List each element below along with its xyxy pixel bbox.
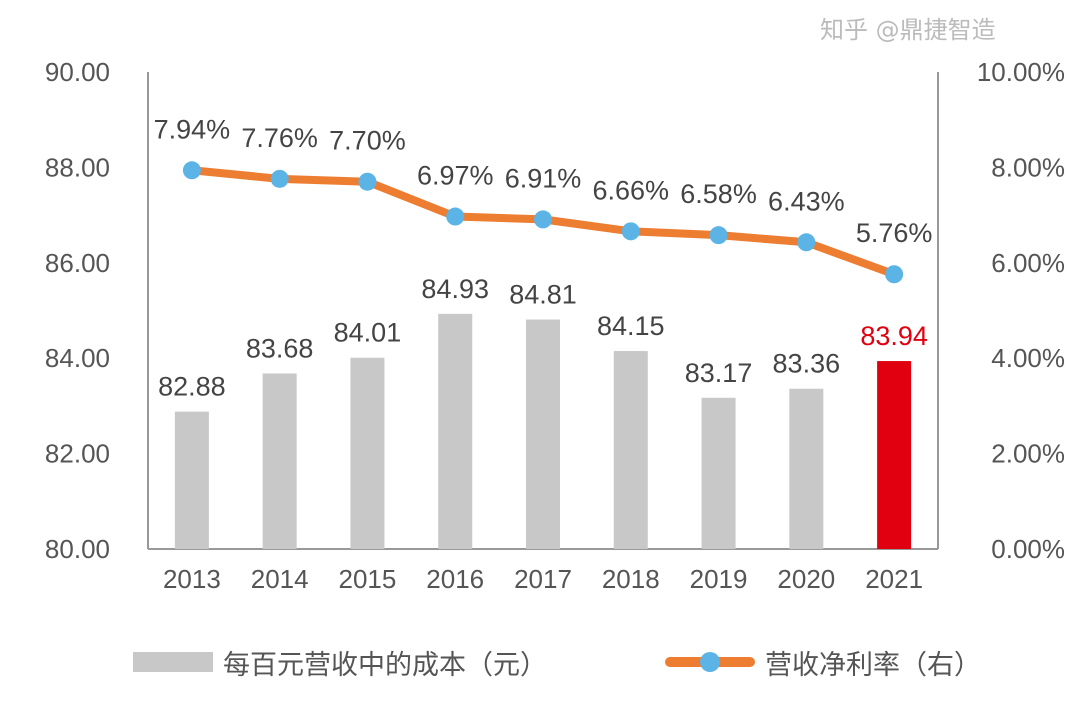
x-tick-label: 2018 <box>602 564 660 594</box>
line-data-label: 7.76% <box>241 123 318 153</box>
bar <box>789 388 824 549</box>
line-marker <box>182 161 201 180</box>
left-tick-label: 86.00 <box>45 248 110 278</box>
legend-swatch-bar <box>133 652 213 672</box>
legend-label-line: 营收净利率（右） <box>765 649 981 681</box>
x-tick-label: 2015 <box>339 564 397 594</box>
bar-data-label: 84.81 <box>509 280 577 310</box>
right-tick-label: 2.00% <box>991 439 1065 469</box>
right-tick-label: 4.00% <box>991 343 1065 373</box>
bar-data-label: 83.17 <box>685 358 753 388</box>
bar <box>438 313 473 549</box>
line-marker <box>534 210 552 229</box>
line-data-label: 6.58% <box>680 179 757 209</box>
left-tick-label: 84.00 <box>45 343 110 373</box>
bar-data-label: 84.93 <box>421 274 489 304</box>
bar <box>526 319 560 549</box>
left-tick-label: 88.00 <box>45 152 110 182</box>
legend-swatch-line <box>665 652 755 672</box>
x-tick-label: 2020 <box>777 564 835 594</box>
legend-label-bar: 每百元营收中的成本（元） <box>223 649 547 681</box>
line-data-label: 7.70% <box>329 126 406 156</box>
legend-item-line: 营收净利率（右） <box>665 640 981 684</box>
left-tick-label: 82.00 <box>45 439 110 469</box>
bar <box>877 361 912 549</box>
bar-data-label: 83.68 <box>246 333 314 363</box>
right-tick-label: 6.00% <box>991 248 1065 278</box>
x-tick-label: 2019 <box>690 564 748 594</box>
line-marker <box>621 222 640 241</box>
bar <box>701 397 736 549</box>
left-tick-label: 80.00 <box>45 534 110 564</box>
line-marker <box>358 172 377 191</box>
combo-chart: 80.00 82.00 84.00 86.00 88.00 90.00 0.00% 2.00%… <box>45 57 1065 594</box>
bar-data-label: 84.15 <box>597 311 665 341</box>
right-tick-label: 0.00% <box>991 534 1065 564</box>
line-data-label: 6.66% <box>592 175 669 205</box>
line-data-label: 6.43% <box>768 186 845 216</box>
bar <box>613 351 648 549</box>
line-data-label: 6.97% <box>417 161 494 191</box>
x-tick-label: 2021 <box>865 564 923 594</box>
line-marker <box>446 207 465 226</box>
x-tick-label: 2014 <box>251 564 309 594</box>
bar-data-label: 83.36 <box>773 349 841 379</box>
left-tick-label: 90.00 <box>45 57 110 87</box>
line-marker <box>709 226 728 245</box>
right-tick-label: 10.00% <box>977 57 1065 87</box>
line-marker <box>270 169 289 188</box>
line-data-label: 6.91% <box>505 163 582 193</box>
bar-data-label: 84.01 <box>334 318 402 348</box>
x-tick-label: 2017 <box>514 564 572 594</box>
x-tick-label: 2013 <box>163 564 221 594</box>
bar <box>262 373 297 549</box>
line-marker <box>797 233 816 252</box>
bar-data-label: 83.94 <box>860 321 928 351</box>
x-tick-label: 2016 <box>426 564 484 594</box>
right-tick-label: 8.00% <box>991 152 1065 182</box>
bar <box>174 411 209 549</box>
line-data-label: 5.76% <box>856 218 933 248</box>
line-marker <box>885 265 904 284</box>
line-data-label: 7.94% <box>154 114 231 144</box>
legend-item-bar: 每百元营收中的成本（元） <box>133 640 547 684</box>
bar <box>350 357 385 549</box>
watermark: 知乎 @鼎捷智造 <box>820 16 996 44</box>
bar-data-label: 82.88 <box>158 372 226 402</box>
